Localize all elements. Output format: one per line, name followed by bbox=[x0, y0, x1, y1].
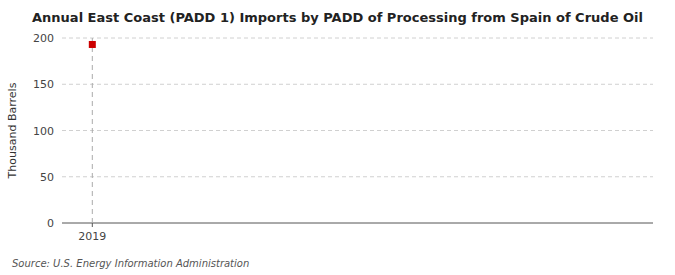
chart: Annual East Coast (PADD 1) Imports by PA… bbox=[0, 0, 675, 275]
y-tick-label: 0 bbox=[47, 217, 54, 230]
point bbox=[89, 41, 96, 48]
grid-line bbox=[62, 130, 653, 131]
reference-line bbox=[92, 38, 93, 223]
x-axis-line bbox=[62, 223, 653, 224]
y-tick-label: 200 bbox=[33, 32, 54, 45]
plot-area bbox=[89, 38, 96, 223]
grid-line bbox=[62, 176, 653, 177]
source-note: Source: U.S. Energy Information Administ… bbox=[12, 258, 249, 269]
grid-line bbox=[62, 84, 653, 85]
y-tick-label: 100 bbox=[33, 125, 54, 138]
x-tick-label: 2019 bbox=[78, 230, 106, 243]
y-tick-label: 50 bbox=[40, 171, 54, 184]
grid-line bbox=[62, 38, 653, 39]
x-tick bbox=[92, 223, 93, 227]
title: Annual East Coast (PADD 1) Imports by PA… bbox=[32, 10, 643, 25]
y-tick-label: 150 bbox=[33, 78, 54, 91]
y-axis-label: Thousand Barrels bbox=[6, 82, 19, 179]
